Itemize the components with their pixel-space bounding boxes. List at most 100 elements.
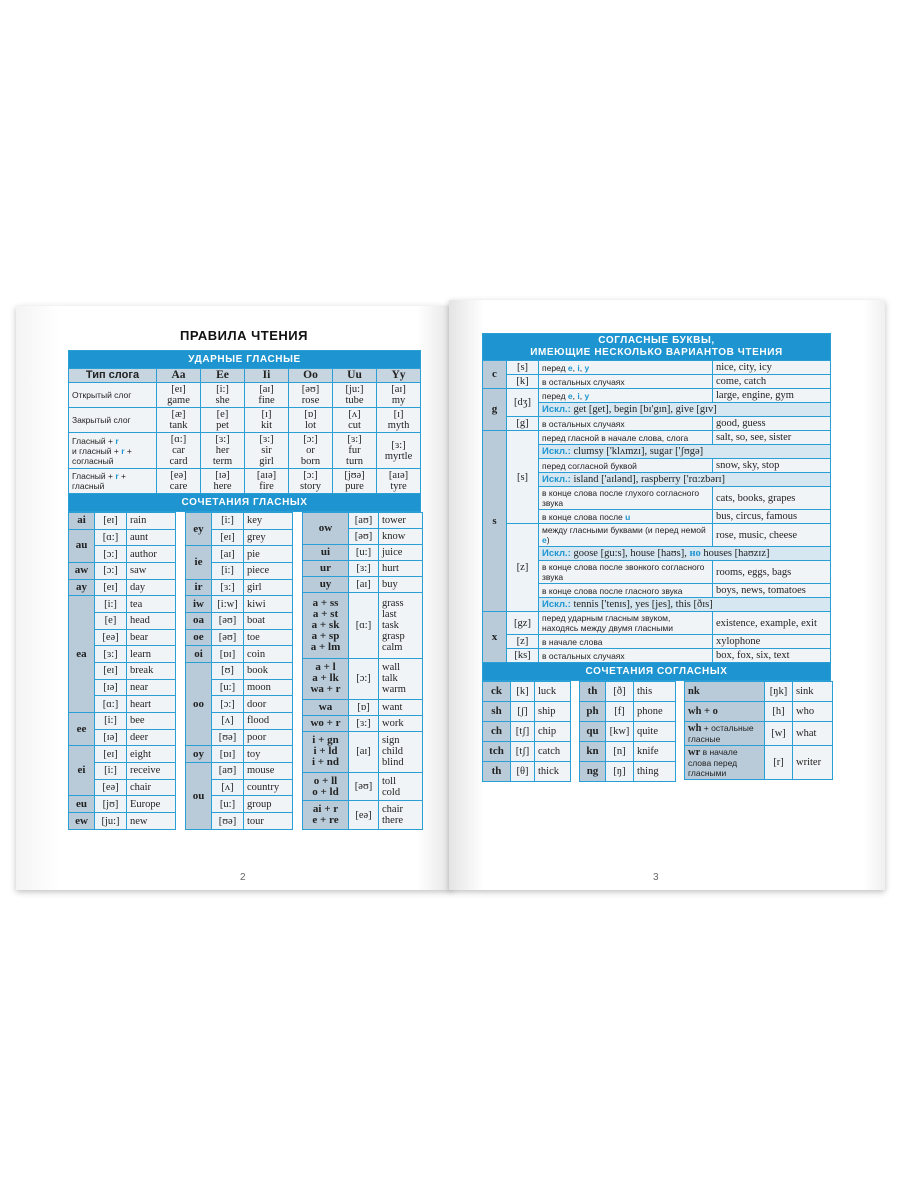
transcription: [eə] (348, 800, 379, 830)
combination-note: + остальные гласные (688, 723, 754, 744)
exception-text: get [get], begin [bɪ'gɪn], give [gɪv] (570, 404, 717, 415)
exception-label: Искл.: (542, 548, 571, 559)
transcription: [s] (506, 360, 539, 375)
example-words: come, catch (712, 374, 831, 389)
transcription: [eɪ] (94, 512, 127, 530)
letter-combination: ou (185, 762, 212, 830)
example-word: ship (534, 701, 571, 722)
table-row: [z] в начале слова xylophone (483, 634, 831, 649)
example-word: writer (792, 745, 833, 780)
table-row: [eɪ] grey (186, 528, 293, 547)
transcription: [tʃ] (510, 721, 535, 742)
rule: в конце слова после глухого согласного з… (538, 486, 713, 510)
example-word: heart (126, 695, 176, 714)
vowel-cell: [aɪ] fine (244, 382, 289, 408)
example-word: this (633, 681, 676, 702)
table-row: ow [aʊ] tower (302, 512, 423, 545)
table-row: [ʊə] tour (186, 812, 293, 830)
combination-letters: wr (688, 747, 701, 758)
vowel-cell: [æ] tank (156, 407, 201, 433)
letter-combination: sh (482, 701, 511, 722)
consonant-letter: s (482, 430, 507, 612)
example-words: xylophone (712, 634, 831, 649)
transcription: [dʒ] (506, 388, 539, 417)
transcription: [əʊ] (348, 527, 379, 545)
vowel-cell: [ɜ:] sir girl (244, 432, 289, 469)
letter-combination: iw (185, 595, 212, 614)
exception-row: Искл.: goose [gu:s], house [haʊs], но ho… (483, 546, 831, 561)
letter-combination: ir (185, 578, 212, 597)
exception-label: Искл.: (542, 599, 571, 610)
table-row: kn [n] knife (579, 741, 676, 762)
vowel-cell: [ɪə] here (200, 468, 245, 494)
transcription: [k] (506, 374, 539, 389)
table-row: перед согласной буквой snow, sky, stop (483, 458, 831, 473)
highlighted-letter: u (625, 511, 631, 522)
transcription: [i:w] (211, 595, 244, 614)
transcription: [ʊ] (211, 662, 244, 680)
column-header: Тип слога (68, 368, 157, 383)
transcription: [jʊ] (94, 795, 127, 814)
page-number-left: 2 (240, 872, 246, 883)
combination-letters: wh (688, 723, 702, 734)
letter-combination: th (579, 681, 606, 702)
table-row: sh [ʃ] ship (482, 701, 571, 722)
example-word: chair there (378, 800, 423, 830)
transcription: [i:] (94, 712, 127, 730)
table-row: ir [ɜ:] girl (185, 578, 293, 597)
table-row: nk [ŋk] sink (684, 681, 833, 702)
highlighted-letter: i (577, 390, 580, 401)
transcription: [u:] (348, 543, 379, 561)
example-word: thing (633, 761, 676, 782)
table-row: в конце слова после звонкого согласного … (483, 560, 831, 584)
example-words: large, engine, gym (712, 388, 831, 403)
transcription: [aʊ] (348, 512, 379, 529)
page-title: ПРАВИЛА ЧТЕНИЯ (180, 328, 308, 343)
transcription: [ɔ:] (94, 562, 127, 580)
exception-text: tennis ['tenɪs], yes [jes], this [ðɪs] (570, 599, 713, 610)
transcription: [ʌ] (211, 712, 244, 730)
column-header: Yy (375, 368, 422, 383)
exception: Искл.: tennis ['tenɪs], yes [jes], this … (538, 597, 831, 612)
table-row: ai [eɪ] rain (68, 512, 176, 530)
rule: в конце слова после звонкого согласного … (538, 560, 713, 584)
example-words: boys, news, tomatoes (712, 583, 831, 598)
consonant-letter: x (482, 611, 507, 663)
letter-combination: ch (482, 721, 511, 742)
example-word: toy (243, 745, 293, 764)
consonant-combos: ck [k] luck sh [ʃ] ship ch [tʃ] chip tch [tʃ] catch… (482, 681, 833, 782)
highlighted-letter: y (584, 362, 590, 373)
letter-combination: oe (185, 628, 212, 647)
letter-combination: kn (579, 741, 606, 762)
example-word: want (378, 698, 423, 716)
example-word: tower (378, 512, 423, 529)
table-row: ng [ŋ] thing (579, 761, 676, 782)
header-row: Тип слога Aa Ee Ii Oo Uu Yy (68, 368, 422, 383)
letter-combination: o + ll o + ld (302, 771, 349, 802)
table-row: g [dʒ] перед e, i, y large, engine, gym (482, 388, 831, 431)
letter-combination: aw (68, 562, 95, 580)
table-row: oo [ʊ] book (185, 662, 293, 747)
example-word: group (243, 795, 293, 814)
table-row: wa [ɒ] want (302, 698, 423, 716)
table-row: [eə] chair (69, 778, 176, 797)
vowel-combos: ai [eɪ] rain au [ɑ:] aunt [ɔ:] author aw [ɔ:] saw a… (68, 511, 423, 830)
transcription: [i:] (211, 562, 244, 580)
exception-row: Искл.: tennis ['tenɪs], yes [jes], this … (483, 597, 831, 612)
transcription: [ʌ] (211, 778, 244, 797)
table-row: a + l a + lk wa + r [ɔ:] wall talk warm (302, 657, 423, 700)
table-row: ai + r e + re [eə] chair there (302, 800, 423, 830)
table-row: c [s] перед e, i, y nice, city, icy (482, 360, 831, 389)
example-word: grass last task grasp calm (378, 591, 423, 659)
rule: в остальных случаях (538, 648, 713, 663)
transcription: [s] (506, 430, 539, 524)
letter-combination: uy (302, 575, 349, 593)
section-title: СОГЛАСНЫЕ БУКВЫ, ИМЕЮЩИЕ НЕСКОЛЬКО ВАРИА… (482, 333, 831, 361)
letter-combination: ck (482, 681, 511, 702)
transcription: [u:] (211, 795, 244, 814)
example-word: bee (126, 712, 176, 730)
letter-combination: ph (579, 701, 606, 722)
vowel-cell: [eə] care (156, 468, 201, 494)
example-word: flood (243, 712, 293, 730)
highlighted-letter: но (689, 548, 701, 559)
